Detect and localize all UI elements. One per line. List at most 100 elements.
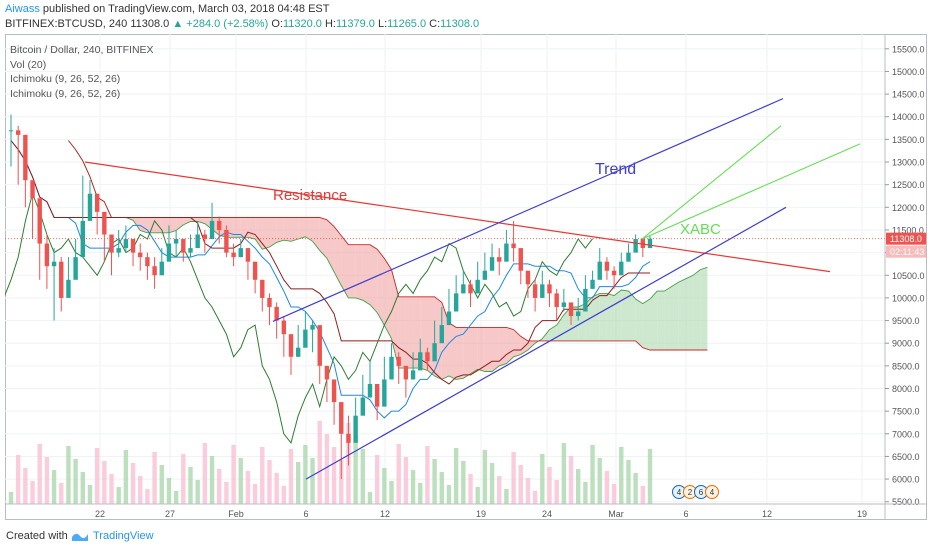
candle-body (274, 306, 279, 321)
candle-body (173, 239, 179, 244)
candle-body (73, 257, 78, 280)
cloud-segment (262, 217, 270, 250)
candle-body (324, 365, 330, 380)
created-with-text: Created with (6, 530, 68, 542)
candle-body (511, 243, 516, 249)
chart-frame (5, 34, 927, 520)
candle-body (8, 130, 14, 132)
volume-bar (317, 421, 322, 504)
volume-bar (245, 471, 251, 504)
price-tick-label: 9000.0 (892, 339, 920, 349)
open-value: 11320.0 (282, 18, 322, 30)
volume-bar (303, 445, 308, 504)
volume-bar (547, 467, 552, 504)
price-tick-label: 9500.0 (892, 316, 920, 326)
countdown-label: 02:11:43 (890, 247, 924, 257)
volume-bar (418, 483, 423, 504)
open-label: O: (271, 18, 283, 30)
published-text: published on TradingView.com, March 03, … (42, 3, 330, 15)
author-link[interactable]: Aiwass (5, 3, 40, 15)
event-count: 4 (677, 488, 682, 497)
volume-bar (37, 444, 42, 504)
candle-body (138, 252, 143, 258)
price-tick-label: 15000.0 (892, 67, 925, 77)
low-label: L: (377, 18, 388, 30)
indicator-legend: Bitcoin / Dollar, 240, BITFINEX Vol (20)… (10, 43, 154, 101)
cloud-segment (355, 244, 363, 301)
cloud-segment (276, 217, 284, 243)
candle-body (295, 347, 301, 357)
cloud-segment (176, 217, 184, 231)
cloud-segment (650, 291, 658, 350)
tenkan-sen (10, 140, 651, 419)
price-axis[interactable]: 15500.0 15000.0 14500.0 14000.0 13500.0 13000… (884, 34, 926, 520)
candle-body (626, 252, 631, 262)
volume-bar (461, 461, 466, 504)
candle-body (224, 229, 229, 253)
time-axis[interactable]: 22 27 Feb 6 12 19 24 Mar 6 12 19 (5, 503, 927, 519)
volume-bar (511, 452, 516, 504)
volume-bar (367, 492, 373, 504)
candle-body (288, 334, 294, 357)
volume-bar (159, 465, 164, 504)
time-tick-label: 22 (95, 509, 105, 519)
ichimoku-lines (5, 140, 708, 444)
close-label: C: (429, 18, 441, 30)
cloud-segment (549, 325, 557, 341)
price-tick-label: 12500.0 (892, 180, 925, 190)
cloud-segment (362, 244, 370, 305)
cloud-segment (520, 336, 528, 355)
time-tick-label: 12 (380, 509, 390, 519)
candle-body (123, 239, 129, 249)
volume-bar (252, 484, 258, 504)
cloud-segment (642, 299, 650, 350)
candle-body (619, 261, 624, 276)
candle-body (23, 134, 28, 181)
price-tick-label: 11500.0 (892, 225, 924, 235)
volume-bar (576, 469, 581, 504)
volume-bar (116, 487, 121, 504)
time-tick-label: Feb (228, 509, 244, 519)
cloud-segment (384, 258, 392, 339)
volume-bar (619, 447, 624, 504)
candle-body (66, 279, 71, 298)
volume-bar (267, 460, 272, 504)
cloud-segment (240, 217, 248, 238)
candle-body (410, 370, 416, 380)
legend-ichimoku-2[interactable]: Ichimoku (9, 26, 52, 26) (10, 87, 121, 100)
tradingview-link[interactable]: TradingView (93, 530, 154, 542)
volume-bar (497, 476, 502, 504)
candle-body (245, 248, 251, 262)
cloud-segment (506, 327, 514, 364)
candle-body (461, 284, 466, 294)
cloud-segment (700, 267, 708, 350)
candle-body (568, 302, 574, 317)
candle-body (360, 397, 366, 416)
cloud-segment (348, 244, 356, 298)
legend-vol[interactable]: Vol (20) (10, 58, 47, 71)
cloud-segment (291, 217, 299, 242)
cloud-segment (312, 217, 320, 251)
legend-ichimoku-1[interactable]: Ichimoku (9, 26, 52, 26) (10, 73, 121, 85)
candle-body (497, 257, 502, 262)
annotation-xabc: XABC (680, 221, 721, 238)
candle-body (590, 279, 595, 289)
trend-lower-line (305, 206, 787, 480)
volume-bar (145, 489, 150, 504)
volume-bar (568, 456, 574, 504)
candle-body (647, 238, 653, 249)
price-tick-label: 8000.0 (892, 384, 920, 394)
volume-bar (331, 447, 337, 504)
volume-bar (590, 445, 595, 504)
volume-bar (73, 459, 78, 504)
candle-body (231, 252, 236, 258)
volume-bar (640, 486, 646, 504)
cloud-segment (168, 217, 177, 233)
volume-bar (482, 450, 488, 504)
cloud-segment (621, 289, 629, 341)
price-tick-label: 10000.0 (892, 293, 925, 303)
volume-bar (633, 473, 638, 504)
cloud-segment (477, 327, 485, 372)
